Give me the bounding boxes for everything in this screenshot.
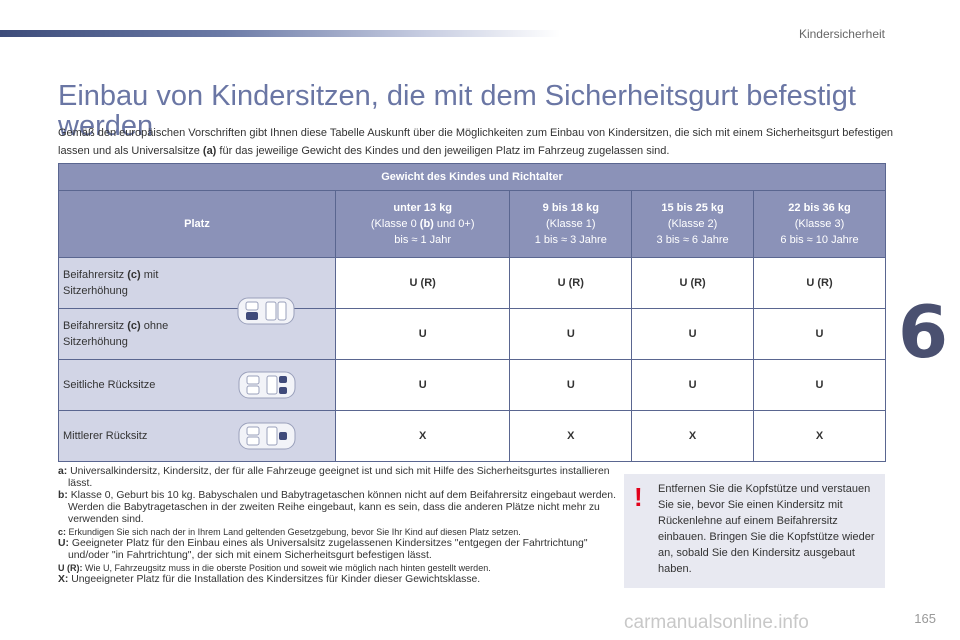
table-cell: X <box>752 410 887 462</box>
table-row: Seitliche Rücksitze U U U U <box>58 359 887 411</box>
seat-label: Mittlerer Rücksitz <box>58 410 336 462</box>
footnote: U: Geeigneter Platz für den Einbau eines… <box>58 538 588 561</box>
table-row: Mittlerer Rücksitz X X X X <box>58 410 887 462</box>
table-cell: U <box>631 308 754 360</box>
intro-bold: (a) <box>202 145 217 157</box>
platz-header: Platz <box>58 190 336 258</box>
page-number: 165 <box>914 611 936 626</box>
table-cell: U <box>509 359 633 411</box>
table-cell: U (R) <box>631 257 754 309</box>
footnote: U (R): Wie U, Fahrzeugsitz muss in die o… <box>58 563 491 573</box>
table-column-headers: Platz unter 13 kg (Klasse 0 (b) und 0+) bi… <box>58 190 887 258</box>
car-front-seat-icon <box>237 297 295 325</box>
table-cell: U <box>509 308 633 360</box>
table-cell: U (R) <box>752 257 887 309</box>
table-top-header: Gewicht des Kindes und Richtalter <box>58 163 886 191</box>
header-gradient-bar <box>0 30 560 37</box>
seat-label: Beifahrersitz (c) ohne Sitzerhöhung <box>58 308 336 360</box>
section-title: Kindersicherheit <box>798 27 885 41</box>
weight-column-header: 22 bis 36 kg (Klasse 3) 6 bis ≈ 10 Jahre <box>752 190 887 258</box>
table-cell: U <box>752 308 887 360</box>
seat-label: Seitliche Rücksitze <box>58 359 336 411</box>
car-middle-seat-icon <box>238 422 296 450</box>
table-cell: U (R) <box>334 257 511 309</box>
car-rear-seats-icon <box>238 371 296 399</box>
table-row: Beifahrersitz (c) mit Sitzerhöhung U (R)… <box>58 257 887 309</box>
table-cell: U <box>752 359 887 411</box>
weight-column-header: unter 13 kg (Klasse 0 (b) und 0+) bis ≈ 1 … <box>334 190 511 258</box>
footnote: b: Klasse 0, Geburt bis 10 kg. Babyschal… <box>58 490 616 525</box>
intro-text-2: für das jeweilige Gewicht des Kindes und… <box>216 145 670 157</box>
intro-text-1: Gemäß den europäischen Vorschriften gibt… <box>58 127 894 157</box>
weight-column-header: 15 bis 25 kg (Klasse 2) 3 bis ≈ 6 Jahre <box>631 190 754 258</box>
table-cell: X <box>509 410 633 462</box>
weight-column-header: 9 bis 18 kg (Klasse 1) 1 bis ≈ 3 Jahre <box>509 190 633 258</box>
table-cell: U <box>334 308 511 360</box>
page-title: Einbau von Kindersitzen, die mit dem Sic… <box>58 80 856 143</box>
footnote: c: Erkundigen Sie sich nach der in Ihrem… <box>58 527 521 537</box>
warning-icon: ! <box>634 482 643 512</box>
table-cell: U (R) <box>509 257 633 309</box>
watermark: carmanualsonline.info <box>624 612 809 633</box>
table-cell: U <box>631 359 754 411</box>
footnote: a: Universalkindersitz, Kindersitz, der … <box>58 466 610 489</box>
footnote: X: Ungeeigneter Platz für die Installati… <box>58 574 481 585</box>
footnotes: a: Universalkindersitz, Kindersitz, der … <box>58 466 618 586</box>
warning-box: ! Entfernen Sie die Kopfstütze und verst… <box>624 474 885 588</box>
table-cell: X <box>334 410 511 462</box>
warning-text: Entfernen Sie die Kopfstütze und verstau… <box>658 483 875 575</box>
child-seat-table: Gewicht des Kindes und Richtalter Platz … <box>58 163 887 462</box>
table-cell: U <box>334 359 511 411</box>
chapter-number: 6 <box>898 290 949 374</box>
intro-paragraph: Gemäß den europäischen Vorschriften gibt… <box>58 124 898 160</box>
table-row: Beifahrersitz (c) ohne Sitzerhöhung U U … <box>58 308 887 360</box>
table-cell: X <box>631 410 754 462</box>
